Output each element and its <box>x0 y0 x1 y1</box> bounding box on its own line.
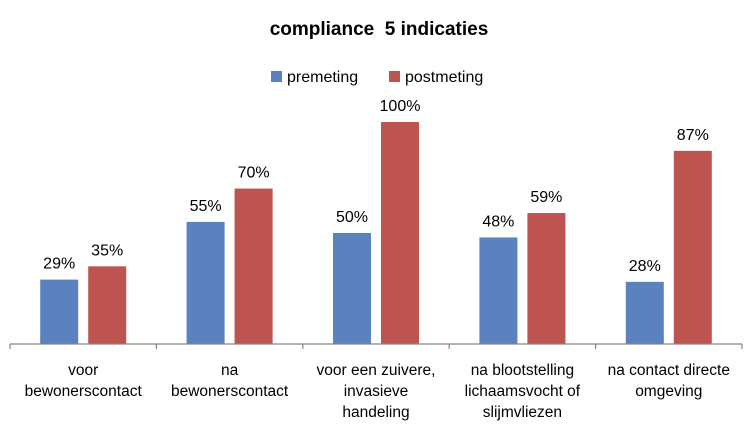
x-axis-tick-labels: voor bewonerscontact na bewonerscontact voor… <box>25 362 730 421</box>
legend-label-premeting: premeting <box>287 69 358 86</box>
legend-swatch-postmeting <box>389 71 400 82</box>
chart-title: compliance 5 indicaties <box>270 19 489 40</box>
data-label-premeting-5: 28% <box>629 258 661 275</box>
bar-premeting-5 <box>625 281 664 344</box>
data-label-premeting-3: 50% <box>336 209 368 226</box>
x-tick-label-4: na blootstelling lichaamsvocht of slijmvli… <box>465 362 581 421</box>
x-tick-label-1: voor bewonerscontact <box>25 362 143 400</box>
bar-postmeting-1 <box>88 266 127 344</box>
bar-postmeting-3 <box>381 122 419 344</box>
legend-swatch-premeting <box>271 71 282 82</box>
bar-postmeting-4 <box>527 213 566 344</box>
data-label-postmeting-1: 35% <box>91 242 123 259</box>
data-labels-group: 29% 35% 55% 70% 50% 100% 48% 59% 28% 87% <box>43 98 709 275</box>
bar-postmeting-2 <box>234 188 273 344</box>
data-label-postmeting-2: 70% <box>238 165 270 182</box>
data-label-premeting-2: 55% <box>190 198 222 215</box>
x-tick-label-3: voor een zuivere, invasieve handeling <box>317 362 436 421</box>
bar-premeting-4 <box>479 237 518 344</box>
bar-premeting-2 <box>186 221 225 344</box>
data-label-postmeting-3: 100% <box>380 98 421 115</box>
data-label-premeting-4: 48% <box>482 213 514 230</box>
x-axis-ticks <box>9 344 743 349</box>
data-label-postmeting-5: 87% <box>677 127 709 144</box>
bars-group <box>40 122 712 344</box>
bar-postmeting-5 <box>673 150 712 344</box>
legend: premeting postmeting <box>271 69 483 86</box>
x-tick-label-2: na bewonerscontact <box>171 362 289 400</box>
bar-premeting-1 <box>40 279 79 344</box>
data-label-postmeting-4: 59% <box>530 189 562 206</box>
legend-label-postmeting: postmeting <box>405 69 483 86</box>
data-label-premeting-1: 29% <box>43 256 75 273</box>
bar-premeting-3 <box>333 233 371 344</box>
x-tick-label-5: na contact directe omgeving <box>608 362 730 400</box>
